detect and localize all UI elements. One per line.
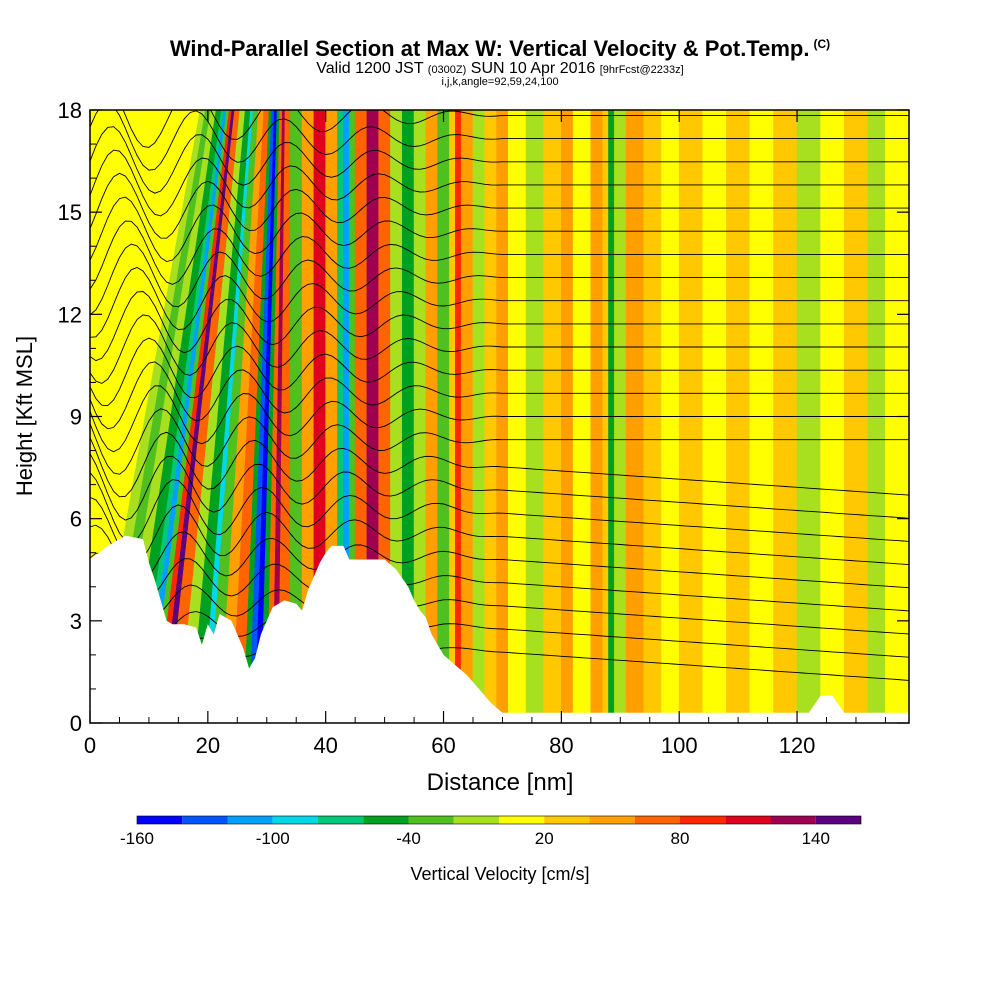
y-tick-label: 6 bbox=[70, 507, 82, 532]
chart-title-text: Wind-Parallel Section at Max W: Vertical… bbox=[169, 36, 810, 61]
theta-contour bbox=[90, 149, 909, 217]
colorbar-tick-label: -100 bbox=[256, 829, 290, 848]
x-tick-label: 20 bbox=[196, 733, 220, 758]
utc-time: (0300Z) bbox=[427, 64, 467, 76]
theta-contour bbox=[90, 431, 909, 498]
colorbar-swatch bbox=[589, 816, 635, 824]
colorbar-swatch bbox=[770, 816, 816, 824]
colorbar-swatch bbox=[363, 816, 409, 824]
colorbar-tick-label: 80 bbox=[671, 829, 690, 848]
section-indices: i,j,k,angle=92,59,24,100 bbox=[441, 76, 559, 88]
colorbar-swatch bbox=[815, 816, 861, 824]
colorbar-tick-label: -160 bbox=[120, 829, 154, 848]
theta-contour bbox=[90, 337, 909, 407]
theta-contour bbox=[90, 579, 909, 635]
y-tick-label: 9 bbox=[70, 405, 82, 430]
velocity-band bbox=[449, 110, 456, 723]
velocity-band bbox=[425, 110, 438, 723]
x-tick-label: 60 bbox=[431, 733, 455, 758]
colorbar-swatch bbox=[272, 816, 318, 824]
colorbar-swatch bbox=[453, 816, 499, 824]
y-tick-label: 18 bbox=[58, 98, 82, 123]
forecast-info: [9hrFcst@2233z] bbox=[599, 64, 684, 76]
y-axis-label: Height [Kft MSL] bbox=[12, 336, 37, 496]
colorbar-swatch bbox=[725, 816, 771, 824]
velocity-band bbox=[460, 110, 474, 723]
theta-contour bbox=[90, 472, 909, 544]
colorbar-frame bbox=[136, 815, 862, 825]
theta-contour bbox=[90, 267, 909, 338]
colorbar-swatch bbox=[408, 816, 454, 824]
theta-contour bbox=[90, 408, 909, 475]
theta-contour bbox=[90, 291, 909, 362]
x-tick-label: 100 bbox=[661, 733, 698, 758]
valid-time: Valid 1200 JST bbox=[316, 60, 424, 77]
colorbar-swatch bbox=[634, 816, 680, 824]
colorbar-swatch bbox=[499, 816, 545, 824]
y-tick-label: 15 bbox=[58, 200, 82, 225]
theta-contour bbox=[90, 220, 909, 290]
theta-contour bbox=[90, 126, 909, 194]
x-axis-label: Distance [nm] bbox=[427, 769, 574, 796]
theta-contour bbox=[90, 361, 909, 430]
theta-contour bbox=[90, 453, 909, 521]
theta-contour bbox=[90, 385, 909, 453]
colorbar-swatch bbox=[182, 816, 228, 824]
theta-contour bbox=[90, 524, 909, 589]
x-tick-label: 120 bbox=[779, 733, 816, 758]
theta-contour bbox=[90, 196, 909, 262]
x-tick-label: 80 bbox=[549, 733, 573, 758]
colorbar-swatch bbox=[227, 816, 273, 824]
theta-contour bbox=[90, 110, 909, 171]
theta-contour bbox=[90, 314, 909, 384]
theta-contour bbox=[90, 552, 909, 612]
colorbar-swatch bbox=[544, 816, 590, 824]
velocity-band bbox=[290, 110, 303, 723]
y-tick-label: 12 bbox=[58, 302, 82, 327]
velocity-band bbox=[472, 110, 486, 723]
colorbar: -160 -100 -40 20 80 140 bbox=[120, 815, 862, 848]
y-tick-label: 0 bbox=[70, 711, 82, 736]
theta-contour bbox=[122, 110, 909, 148]
velocity-band bbox=[301, 110, 315, 723]
theta-contour bbox=[90, 172, 909, 239]
chart-subtitle: Valid 1200 JST (0300Z) SUN 10 Apr 2016 [… bbox=[0, 60, 1000, 78]
colorbar-swatch bbox=[137, 816, 183, 824]
colorbar-swatch bbox=[680, 816, 726, 824]
x-tick-label: 0 bbox=[84, 733, 96, 758]
chart-title: Wind-Parallel Section at Max W: Vertical… bbox=[0, 36, 1000, 62]
axes: 0 20 40 60 80 100 120 0 3 6 9 12 15 18 bbox=[58, 98, 909, 758]
velocity-band bbox=[413, 110, 427, 723]
colorbar-tick-label: 20 bbox=[535, 829, 554, 848]
valid-date: SUN 10 Apr 2016 bbox=[470, 60, 596, 77]
colorbar-tick-label: -40 bbox=[396, 829, 421, 848]
colorbar-swatch bbox=[318, 816, 364, 824]
velocity-band bbox=[455, 110, 462, 723]
y-tick-label: 3 bbox=[70, 609, 82, 634]
theta-contour bbox=[90, 496, 909, 566]
velocity-band bbox=[401, 110, 415, 723]
theta-contour bbox=[90, 243, 909, 316]
x-tick-label: 40 bbox=[313, 733, 337, 758]
copyright-mark: (C) bbox=[813, 36, 831, 51]
terrain-mask bbox=[90, 535, 909, 723]
velocity-band bbox=[908, 110, 909, 723]
colorbar-label: Vertical Velocity [cm/s] bbox=[410, 864, 589, 884]
colorbar-tick-label: 140 bbox=[802, 829, 830, 848]
